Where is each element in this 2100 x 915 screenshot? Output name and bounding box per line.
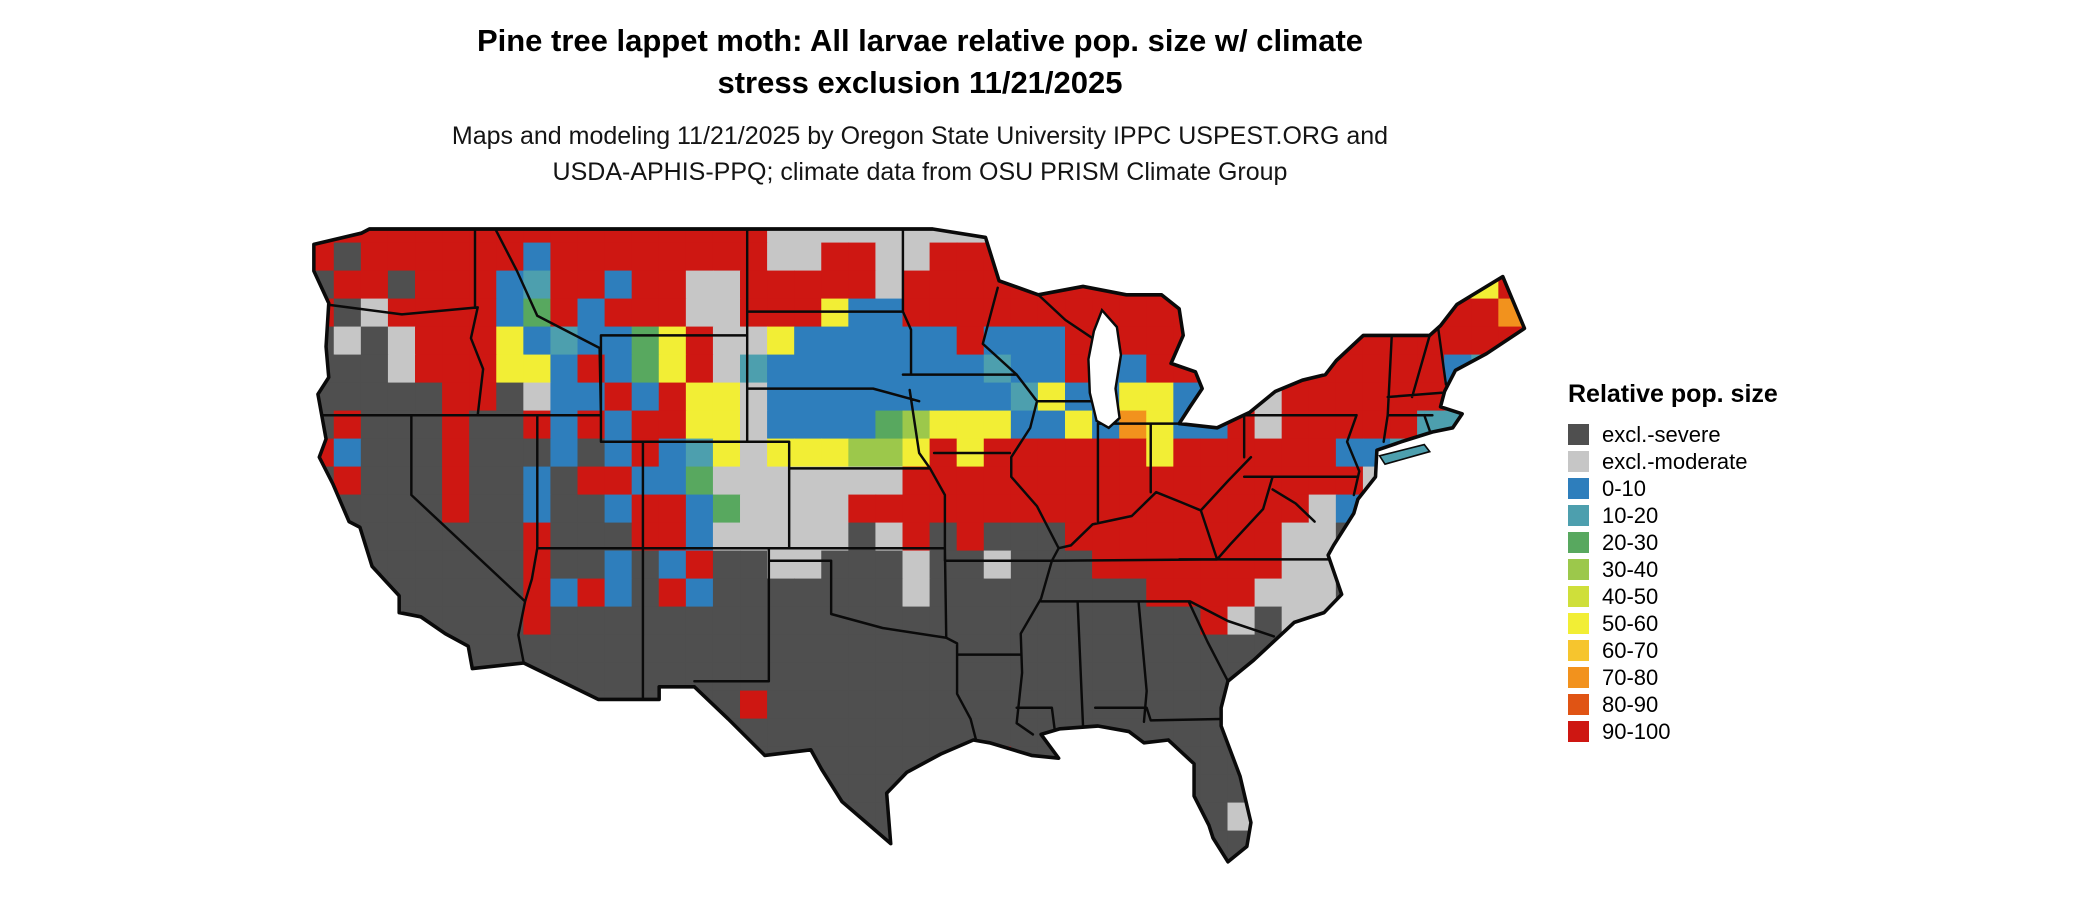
us-map-svg <box>312 227 1527 864</box>
legend-swatch <box>1568 586 1589 607</box>
legend-swatch <box>1568 505 1589 526</box>
legend-item: 70-80 <box>1568 664 1778 691</box>
legend-item: 50-60 <box>1568 610 1778 637</box>
page-title: Pine tree lappet moth: All larvae relati… <box>170 20 1670 104</box>
legend-label: 20-30 <box>1602 529 1659 555</box>
legend-label: 80-90 <box>1602 691 1659 717</box>
legend-label: 0-10 <box>1602 475 1647 501</box>
legend-label: 60-70 <box>1602 637 1659 663</box>
legend-item: 0-10 <box>1568 475 1778 502</box>
title-line-1: Pine tree lappet moth: All larvae relati… <box>476 23 1364 58</box>
long-island <box>1378 443 1432 466</box>
legend: Relative pop. size excl.-severe excl.-mod… <box>1568 380 1778 745</box>
legend-title: Relative pop. size <box>1568 380 1778 408</box>
legend-swatch <box>1568 478 1589 499</box>
lake-michigan-icon <box>1087 307 1123 430</box>
legend-item: 60-70 <box>1568 637 1778 664</box>
legend-label: 70-80 <box>1602 664 1659 690</box>
legend-swatch <box>1568 721 1589 742</box>
subtitle-line-2: USDA-APHIS-PPQ; climate data from OSU PR… <box>552 158 1288 187</box>
legend-items: excl.-severe excl.-moderate 0-10 10-20 20-30… <box>1568 421 1778 745</box>
title-line-2: stress exclusion 11/21/2025 <box>717 64 1123 100</box>
legend-swatch <box>1568 532 1589 553</box>
legend-swatch <box>1568 667 1589 688</box>
legend-label: 10-20 <box>1602 502 1659 528</box>
legend-item: 30-40 <box>1568 556 1778 583</box>
legend-label: 90-100 <box>1602 718 1671 744</box>
legend-item: 90-100 <box>1568 718 1778 745</box>
subtitle: Maps and modeling 11/21/2025 by Oregon S… <box>170 118 1670 191</box>
legend-swatch <box>1568 559 1589 580</box>
us-outline <box>312 227 1527 864</box>
legend-swatch <box>1568 694 1589 715</box>
state-borders <box>319 229 1448 742</box>
us-map <box>280 215 1580 915</box>
legend-item: excl.-moderate <box>1568 448 1778 475</box>
legend-item: excl.-severe <box>1568 421 1778 448</box>
legend-item: 10-20 <box>1568 502 1778 529</box>
legend-label: 50-60 <box>1602 610 1659 636</box>
legend-label: 40-50 <box>1602 583 1659 609</box>
legend-item: 40-50 <box>1568 583 1778 610</box>
legend-swatch <box>1568 424 1589 445</box>
legend-swatch <box>1568 451 1589 472</box>
legend-item: 20-30 <box>1568 529 1778 556</box>
legend-item: 80-90 <box>1568 691 1778 718</box>
legend-label: excl.-moderate <box>1602 448 1748 474</box>
legend-label: 30-40 <box>1602 556 1659 582</box>
legend-swatch <box>1568 640 1589 661</box>
legend-swatch <box>1568 613 1589 634</box>
legend-label: excl.-severe <box>1602 421 1721 447</box>
subtitle-line-1: Maps and modeling 11/21/2025 by Oregon S… <box>451 122 1389 150</box>
